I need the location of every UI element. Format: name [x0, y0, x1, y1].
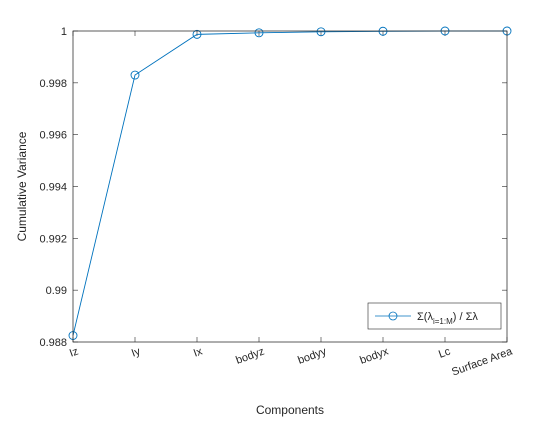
plot-area	[73, 31, 507, 342]
x-tick-label: Ix	[192, 345, 205, 359]
x-tick-label: Iy	[130, 345, 143, 359]
legend: Σ(λi=1:M) / Σλ	[367, 302, 502, 330]
y-tick-label: 0.998	[39, 78, 67, 90]
y-axis-ticks: 0.988 0.99 0.992 0.994 0.996 0.998 1	[39, 26, 507, 349]
legend-text-subscript: i=1:M	[433, 317, 453, 326]
data-point-marker	[130, 70, 140, 80]
legend-text-suffix: ) / Σλ	[453, 311, 479, 323]
legend-text-base: Σ(λ	[417, 311, 433, 323]
data-point-marker	[316, 27, 326, 37]
y-tick-label: 1	[61, 26, 67, 38]
x-axis-label: Components	[256, 403, 324, 417]
y-tick-label: 0.99	[46, 285, 67, 297]
data-point-marker	[192, 29, 202, 39]
x-tick-label: bodyx	[358, 345, 390, 366]
x-tick-label: Surface Area	[450, 345, 515, 378]
axes-box	[72, 30, 508, 343]
x-tick-label: bodyy	[296, 345, 328, 366]
data-point-marker	[254, 28, 264, 38]
x-tick-label: Lc	[437, 345, 452, 360]
x-tick-label: bodyz	[234, 346, 266, 367]
y-tick-label: 0.992	[39, 233, 67, 245]
y-tick-label: 0.988	[39, 337, 67, 349]
y-tick-label: 0.994	[39, 182, 67, 194]
x-tick-label: Iz	[68, 346, 80, 360]
y-tick-label: 0.996	[39, 130, 67, 142]
y-axis-label: Cumulative Variance	[15, 131, 29, 241]
legend-entry: Σ(λi=1:M) / Σλ	[417, 311, 478, 326]
legend-marker-sample	[388, 311, 398, 321]
